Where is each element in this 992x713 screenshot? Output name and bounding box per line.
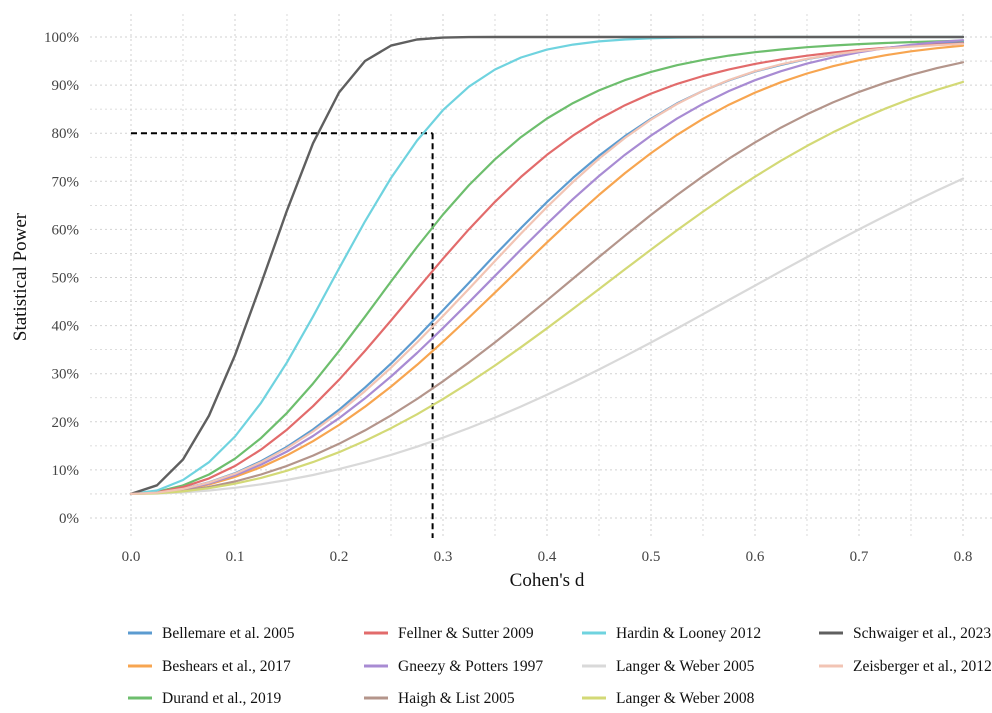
series-line-zeisberger-et-al-2012 <box>129 42 965 495</box>
legend-label: Langer & Weber 2005 <box>616 658 755 675</box>
y-tick-label: 80% <box>52 126 80 142</box>
legend-label: Beshears et al., 2017 <box>162 658 291 675</box>
reference-lines <box>131 132 434 538</box>
y-tick-label: 70% <box>52 174 80 190</box>
x-tick-label: 0.6 <box>746 549 765 565</box>
y-tick-label: 100% <box>44 30 79 46</box>
y-tick-label: 0% <box>59 511 79 527</box>
x-tick-label: 0.3 <box>434 549 453 565</box>
y-tick-label: 40% <box>52 319 80 335</box>
y-axis-title: Statistical Power <box>10 212 31 341</box>
legend-label: Haigh & List 2005 <box>398 690 515 707</box>
legend: Bellemare et al. 2005 Beshears et al., 20… <box>128 625 992 707</box>
legend-label: Durand et al., 2019 <box>162 690 281 707</box>
legend-label: Gneezy & Potters 1997 <box>398 658 543 675</box>
series-line-gneezy-potters-1997 <box>129 39 965 495</box>
x-tick-label: 0.1 <box>226 549 245 565</box>
legend-label: Hardin & Looney 2012 <box>616 625 761 642</box>
legend-label: Bellemare et al. 2005 <box>162 625 295 642</box>
x-tick-label: 0.7 <box>850 549 869 565</box>
series-line-beshears-et-al-2017 <box>129 44 965 495</box>
x-tick-label: 0.8 <box>954 549 973 565</box>
y-tick-label: 90% <box>52 78 80 94</box>
series-line-schwaiger-et-al-2023 <box>129 35 965 496</box>
y-tick-label: 60% <box>52 222 80 238</box>
x-tick-label: 0.2 <box>330 549 349 565</box>
x-tick-label: 0.0 <box>122 549 141 565</box>
series-line-langer-weber-2008 <box>129 80 965 495</box>
y-tick-label: 10% <box>52 463 80 479</box>
legend-label: Schwaiger et al., 2023 <box>853 625 991 642</box>
legend-label: Langer & Weber 2008 <box>616 690 755 707</box>
x-tick-label: 0.4 <box>538 549 557 565</box>
legend-label: Zeisberger et al., 2012 <box>853 658 992 675</box>
series-line-haigh-list-2005 <box>129 61 965 495</box>
x-axis-title: Cohen's d <box>510 570 585 591</box>
x-tick-label: 0.5 <box>642 549 661 565</box>
series-line-fellner-sutter-2009 <box>129 42 965 495</box>
y-tick-label: 20% <box>52 415 80 431</box>
legend-label: Fellner & Sutter 2009 <box>398 625 534 642</box>
series-lines <box>129 35 965 496</box>
series-line-langer-weber-2005 <box>129 177 965 495</box>
series-line-durand-et-al-2019 <box>129 39 965 495</box>
y-tick-label: 50% <box>52 271 80 287</box>
y-tick-label: 30% <box>52 367 80 383</box>
tick-labels: 0.0 0.1 0.2 0.3 0.4 0.5 0.6 0.7 0.8 0% 10% 20% 30% 40… <box>44 30 972 565</box>
